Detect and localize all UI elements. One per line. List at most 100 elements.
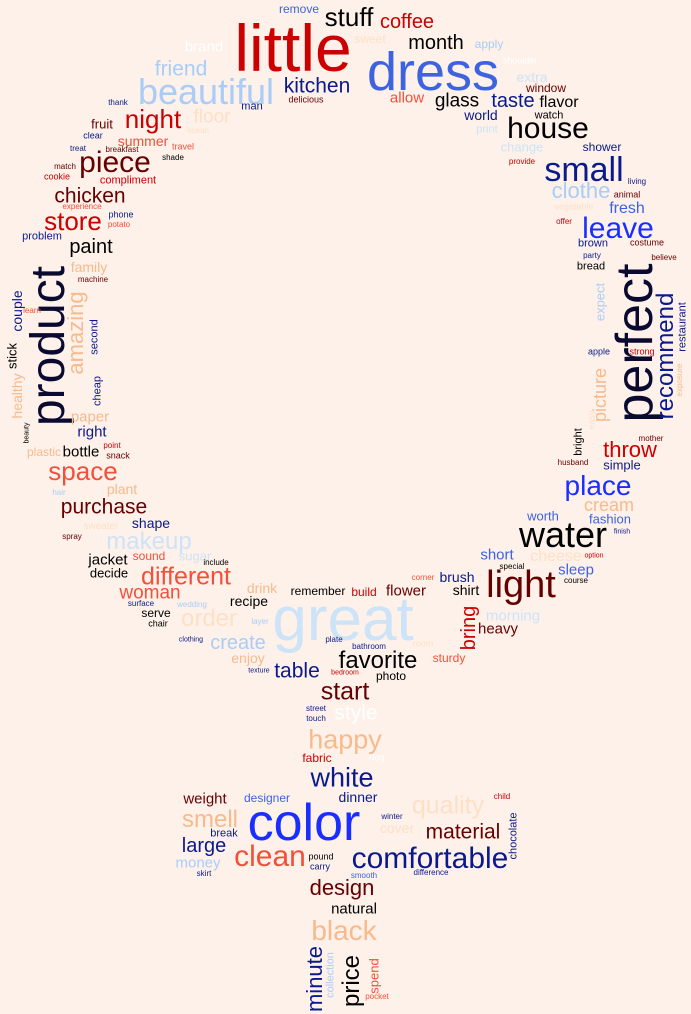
cloud-word: expect: [592, 282, 608, 322]
cloud-word: change: [500, 139, 544, 155]
cloud-word: short: [480, 546, 514, 564]
cloud-word: simple: [603, 457, 641, 473]
cloud-word: dog: [369, 752, 385, 763]
cloud-word: drink: [246, 580, 278, 596]
cloud-word: animal: [613, 189, 641, 200]
cloud-word: treat: [69, 144, 87, 153]
cloud-word: worth: [527, 508, 559, 524]
cloud-word: table: [274, 659, 320, 683]
cloud-word: spray: [62, 532, 82, 541]
cloud-word: texture: [248, 667, 270, 675]
cloud-word: bright: [572, 428, 585, 456]
cloud-word: space: [48, 456, 118, 486]
cloud-word: match: [54, 162, 76, 171]
cloud-word: kitchen: [283, 74, 351, 98]
cloud-word: fresh: [609, 200, 645, 217]
cloud-word: husband: [557, 458, 589, 467]
cloud-word: remember: [290, 584, 346, 598]
cloud-word: man: [241, 100, 263, 113]
cloud-word: material: [425, 820, 501, 844]
cloud-word: store: [44, 206, 102, 236]
cloud-word: cover: [379, 820, 415, 836]
cloud-word: family: [70, 259, 108, 275]
cloud-word: pound: [308, 851, 334, 862]
cloud-word: breakfast: [105, 145, 139, 154]
cloud-word: designer: [243, 791, 291, 805]
cloud-word: collection: [324, 952, 337, 998]
cloud-word: apply: [474, 37, 504, 51]
cloud-word: point: [103, 441, 121, 450]
cloud-word: shade: [162, 153, 184, 162]
cloud-word: design: [309, 875, 375, 900]
cloud-word: taste: [491, 90, 535, 112]
cloud-word: remove: [278, 2, 320, 16]
cloud-word: money: [175, 854, 221, 872]
cloud-word: shower: [582, 140, 622, 154]
cloud-word: great: [272, 585, 414, 654]
cloud-word: dinner: [338, 789, 378, 805]
cloud-word: floor: [193, 106, 231, 128]
cloud-word: street: [305, 704, 327, 713]
cloud-word: recommend: [652, 292, 679, 420]
cloud-word: quality: [411, 791, 485, 820]
cloud-word: party: [583, 251, 601, 260]
cloud-word: sweater: [83, 521, 119, 532]
cloud-word: layer: [251, 617, 269, 626]
cloud-word: serve: [141, 606, 171, 620]
cloud-word: child: [493, 792, 511, 801]
cloud-word: watch: [534, 109, 564, 122]
cloud-word: woman: [119, 582, 181, 604]
cloud-word: stick: [4, 343, 20, 369]
cloud-word: cream: [583, 495, 635, 515]
cloud-word: brush: [439, 569, 475, 585]
cloud-word: offer: [556, 217, 572, 226]
cloud-word: cheap: [91, 376, 104, 406]
cloud-word: print: [476, 123, 498, 136]
cloud-word: wedding: [177, 600, 207, 609]
cloud-word: light: [486, 564, 556, 606]
cloud-word: small: [544, 151, 624, 189]
cloud-word: window: [525, 81, 567, 95]
cloud-word: fruit: [91, 116, 113, 132]
cloud-word: mother: [638, 434, 664, 443]
cloud-word: provide: [508, 157, 536, 166]
cloud-word: clothing: [178, 636, 204, 644]
cloud-word: decide: [89, 565, 129, 581]
cloud-word: amazing: [63, 291, 88, 375]
cloud-word: restaurant: [676, 302, 689, 352]
cloud-word: minute: [302, 945, 327, 1013]
cloud-word: right: [77, 423, 107, 441]
cloud-word: order: [180, 605, 238, 632]
cloud-word: clean: [234, 840, 306, 873]
cloud-word: couple: [9, 290, 25, 332]
cloud-word: surface: [127, 599, 155, 608]
cloud-word: makeup: [106, 528, 192, 555]
cloud-word: thank: [108, 98, 128, 107]
cloud-word: coffee: [379, 11, 435, 33]
cloud-word: healthy: [9, 373, 25, 419]
cloud-word: experience: [62, 202, 102, 211]
cloud-word: vegetable: [554, 201, 594, 212]
cloud-word: skirt: [196, 869, 212, 878]
cloud-word: shirt: [452, 582, 480, 598]
cloud-word: plant: [106, 481, 138, 497]
cloud-word: bathroom: [352, 642, 386, 651]
cloud-word: strong: [629, 346, 655, 357]
cloud-word: white: [310, 762, 374, 793]
cloud-word: easy: [586, 410, 597, 430]
cloud-word: finish: [613, 528, 631, 536]
cloud-word: piece: [79, 146, 151, 179]
cloud-word: natural: [331, 900, 377, 918]
cloud-word: comfortable: [351, 842, 509, 875]
cloud-word: sturdy: [432, 651, 466, 665]
cloud-word: exposure: [675, 363, 684, 397]
cloud-word: potato: [107, 220, 131, 229]
cloud-word: costume: [629, 237, 665, 248]
cloud-word: clothe: [551, 178, 611, 203]
cloud-word: start: [320, 677, 370, 706]
cloud-word: throw: [603, 437, 657, 462]
cloud-word: jacket: [88, 551, 128, 569]
cloud-word: machine: [77, 275, 109, 284]
cloud-word: recipe: [229, 593, 269, 609]
